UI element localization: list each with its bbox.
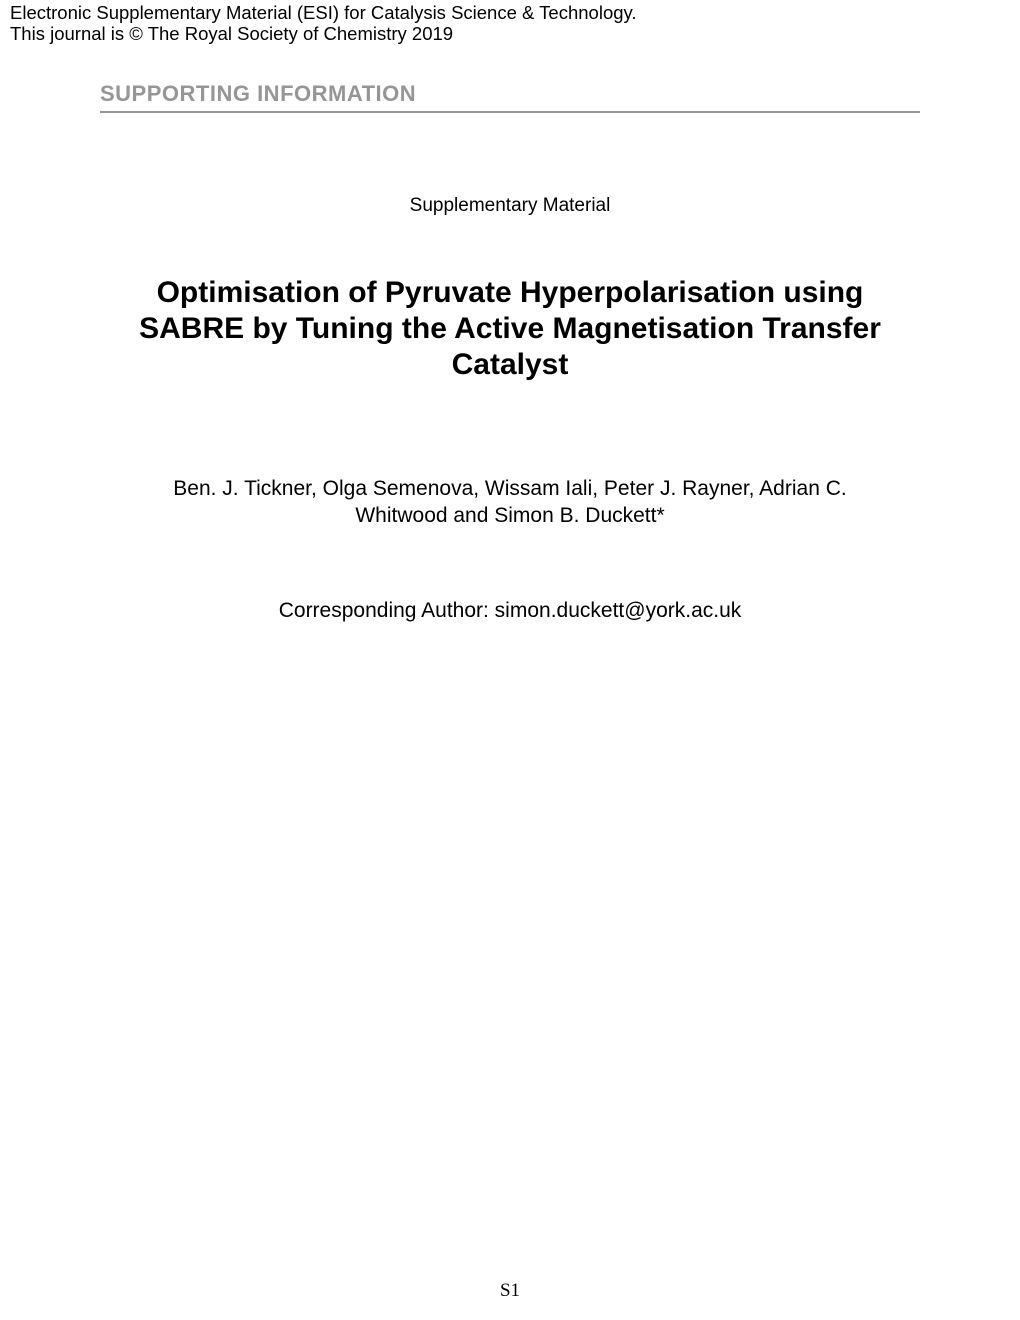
authors: Ben. J. Tickner, Olga Semenova, Wissam I… bbox=[130, 475, 890, 530]
main-title: Optimisation of Pyruvate Hyperpolarisati… bbox=[110, 275, 910, 383]
corresponding-author: Corresponding Author: simon.duckett@york… bbox=[0, 599, 1020, 623]
esi-line1: Electronic Supplementary Material (ESI) … bbox=[10, 2, 1010, 23]
section-header: SUPPORTING INFORMATION bbox=[100, 81, 920, 113]
supplementary-label: Supplementary Material bbox=[0, 195, 1020, 217]
page-number: S1 bbox=[0, 1280, 1020, 1302]
esi-line2: This journal is © The Royal Society of C… bbox=[10, 23, 1010, 44]
esi-header: Electronic Supplementary Material (ESI) … bbox=[0, 0, 1020, 45]
section-header-wrapper: SUPPORTING INFORMATION bbox=[100, 81, 920, 113]
